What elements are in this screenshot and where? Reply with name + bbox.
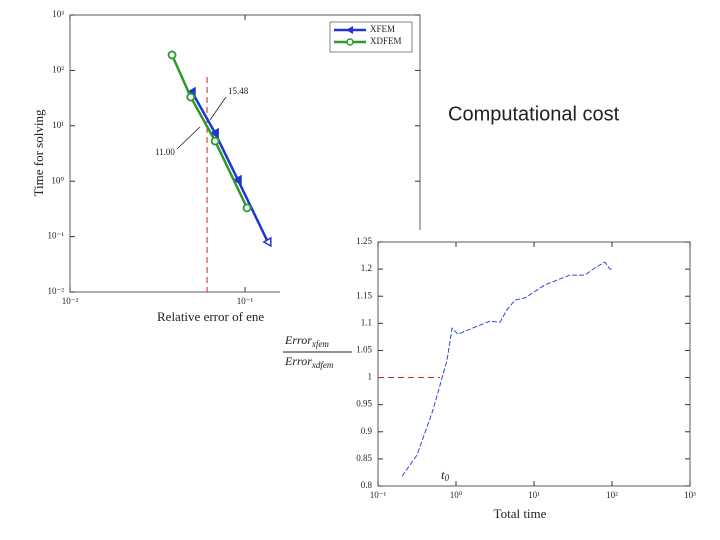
slide-title: Computational cost [448,103,620,125]
y-tick-label: 10³ [52,9,64,19]
chart: 10⁻² 10⁻¹ 10⁻² 10⁻¹ 10⁰ 10¹ 10² 10³ XFEM XDFEM Rel… [25,5,421,330]
label-base: Error [284,333,312,347]
marker [167,50,177,60]
y-tick-label: 1.15 [356,290,372,300]
label-sub: xfem [311,339,329,349]
y-tick-label: 10⁰ [51,175,64,185]
y-tick-label: 0.85 [356,453,372,463]
x-tick-label: 10⁻² [62,296,79,306]
y-tick-label: 1 [368,372,373,382]
x-tick-label: 10⁻¹ [370,490,387,500]
annotation: 15.48 [228,86,249,96]
marker [186,92,196,102]
legend-box [329,21,413,53]
y-axis-label: Time for solving [31,109,46,196]
label-sub: xdfem [311,360,334,370]
chart-background [280,230,700,530]
legend-label: XDFEM [370,36,402,46]
annotation-arrow [209,96,227,121]
y-tick-label: 10² [52,64,64,74]
series-line [401,261,614,477]
marker [262,236,272,248]
chart: 10⁻¹ 10⁰ 10¹ 10² 10³ 0.8 0.85 0.9 0.95 1 1.05 1.1 1.… [280,230,700,530]
y-tick-label: 0.95 [356,399,372,409]
y-axis-label: Errorxfem [284,333,329,349]
annotation: t0 [441,467,450,483]
marker [209,127,219,139]
y-tick-label: 10⁻¹ [48,231,65,241]
marker [242,203,252,213]
x-tick-label: 10² [606,490,618,500]
y-axis-label: Errorxdfem [284,354,334,370]
x-axis-label: Total time [494,506,547,521]
annotation-part: t [441,467,445,482]
legend-label: XFEM [370,24,395,34]
annotation-arrow [176,126,201,150]
x-tick-label: 10⁰ [450,490,463,500]
y-tick-label: 0.8 [361,480,373,490]
annotation: 11.00 [155,147,175,157]
annotation-part: 0 [445,473,450,483]
y-tick-label: 10⁻² [48,286,65,296]
marker [210,136,220,146]
x-tick-label: 10⁻¹ [237,296,254,306]
y-tick-label: 1.2 [361,263,372,273]
x-axis-label: Relative error of ene [157,309,264,324]
x-tick-label: 10¹ [528,490,540,500]
series-line [190,91,269,243]
y-tick-label: 1.1 [361,317,372,327]
legend-marker [346,38,354,46]
marker [232,174,242,186]
y-tick-label: 1.25 [356,236,372,246]
legend-marker [346,26,353,34]
y-tick-label: 1.05 [356,345,372,355]
x-tick-label: 10³ [684,490,696,500]
y-tick-label: 0.9 [361,426,373,436]
label-base: Error [284,354,312,368]
y-tick-label: 10¹ [52,120,64,130]
series-line [170,54,249,209]
